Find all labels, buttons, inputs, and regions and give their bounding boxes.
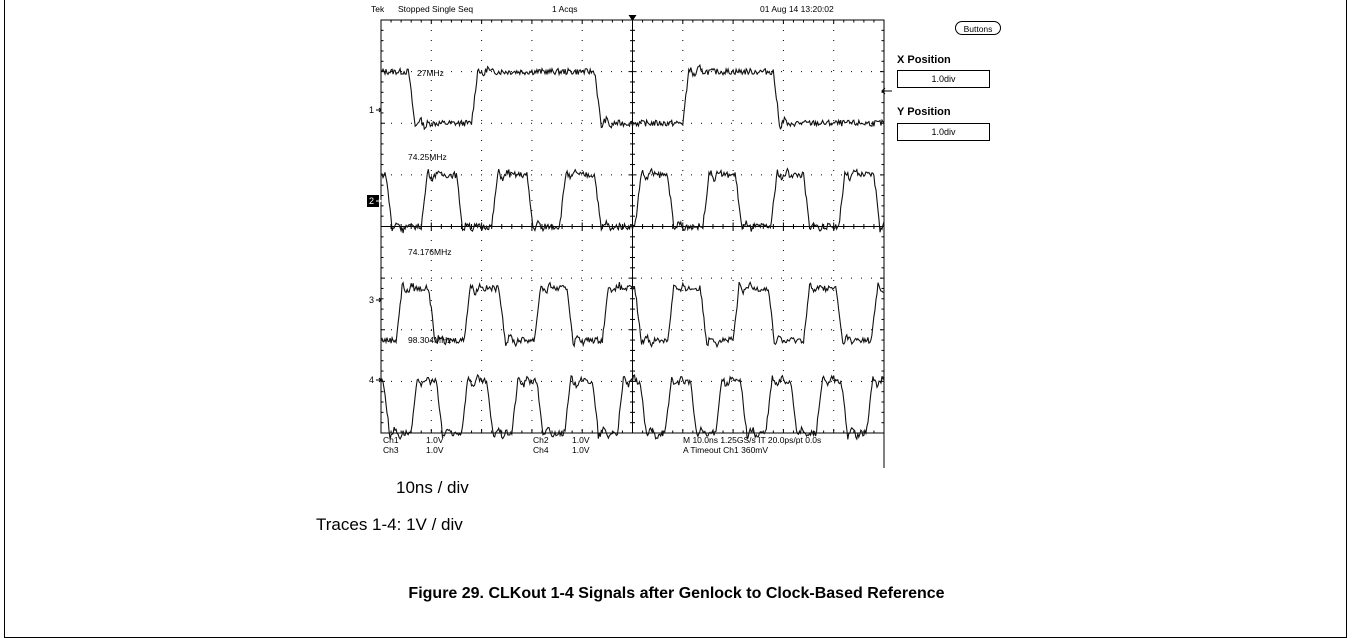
figure-caption: Figure 29. CLKout 1-4 Signals after Genl… — [408, 585, 945, 602]
trace-label-ch1: 27MHz — [417, 68, 444, 78]
channel-arrow-4 — [376, 377, 382, 383]
readout-ch3-scale: 1.0V — [426, 445, 444, 455]
channel-marker-2-highlight — [367, 195, 379, 207]
readout-ch3: Ch3 — [383, 445, 399, 455]
trace-label-ch3: 74.176MHz — [408, 247, 452, 257]
trace-ch1 — [380, 63, 885, 131]
channel-marker-3: 3 — [369, 295, 374, 305]
graticule — [380, 15, 885, 468]
trigger-position-marker — [628, 15, 637, 21]
readout-ch2: Ch2 — [533, 435, 549, 445]
trace-label-ch2: 74.25MHz — [408, 152, 447, 162]
channel-arrow-3 — [376, 297, 382, 303]
channel-marker-2: 2 — [369, 196, 374, 206]
datetime: 01 Aug 14 13:20:02 — [760, 4, 834, 14]
trace-ch3 — [380, 281, 885, 349]
trigger-level-arrow — [881, 87, 892, 95]
x-position-value[interactable]: 1.0div — [897, 70, 990, 88]
readout-timebase: M 10.0ns 1.25GS/s IT 20.0ps/pt 0.0s — [683, 435, 822, 445]
readout-ch1: Ch1 — [383, 435, 399, 445]
y-position-label: Y Position — [897, 106, 951, 118]
channel-arrow-2 — [376, 198, 382, 204]
readout-ch4: Ch4 — [533, 445, 549, 455]
time-scale-note: 10ns / div — [396, 478, 469, 497]
trace-label-ch4: 98.304MHz — [408, 335, 452, 345]
channel-marker-4: 4 — [369, 375, 374, 385]
trace-ch4 — [380, 373, 885, 441]
readout-ch1-scale: 1.0V — [426, 435, 444, 445]
oscilloscope-display: 1 2 3 4 — [367, 15, 892, 468]
readout-ch4-scale: 1.0V — [572, 445, 590, 455]
scope-brand: Tek — [371, 4, 385, 14]
readout-ch2-scale: 1.0V — [572, 435, 590, 445]
channel-arrow-1 — [376, 107, 382, 113]
channel-markers: 1 2 3 4 — [367, 87, 892, 385]
waveform-traces — [380, 63, 885, 441]
y-position-value[interactable]: 1.0div — [897, 123, 990, 141]
volt-scale-note: Traces 1-4: 1V / div — [316, 515, 463, 534]
acquisition-status: Stopped Single Seq — [398, 4, 474, 14]
buttons-button[interactable]: Buttons — [955, 21, 1001, 35]
channel-marker-1: 1 — [369, 105, 374, 115]
readout-trigger: A Timeout Ch1 360mV — [683, 445, 769, 455]
x-position-label: X Position — [897, 54, 951, 66]
trace-ch2 — [380, 167, 885, 234]
acquisition-count: 1 Acqs — [552, 4, 578, 14]
